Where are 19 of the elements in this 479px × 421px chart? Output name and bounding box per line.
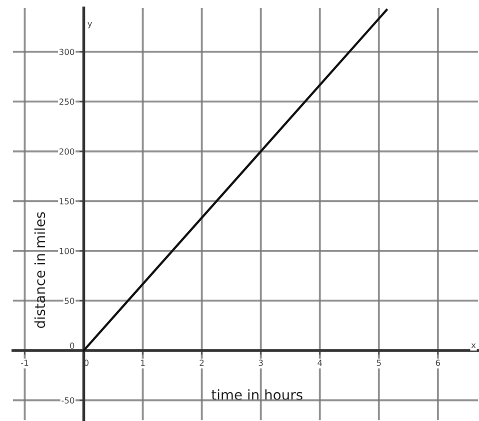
y-tick-label: 50 [64,298,74,304]
y-tick-label: 100 [60,248,74,254]
y-tick-label: 150 [60,198,74,204]
x-tick-label: 6 [436,360,440,366]
y-axis-title: distance in miles [34,212,46,328]
x-axis-title: time in hours [212,389,302,400]
y-tick-label: -50 [62,397,74,404]
x-tick-label: 3 [258,360,263,366]
y-tick-label: 250 [59,98,74,105]
annotation: y [88,22,92,28]
x-tick-label: 4 [318,360,322,366]
annotation: x [471,343,476,348]
y-tick-label: 300 [59,48,74,56]
y-tick-label: 0 [70,342,74,349]
x-tick-label: -1 [20,360,28,366]
x-tick-label: 2 [200,360,204,366]
y-tick-label: 200 [59,148,74,155]
x-tick-label: 1 [141,360,145,366]
x-tick-label: 5 [376,360,381,366]
